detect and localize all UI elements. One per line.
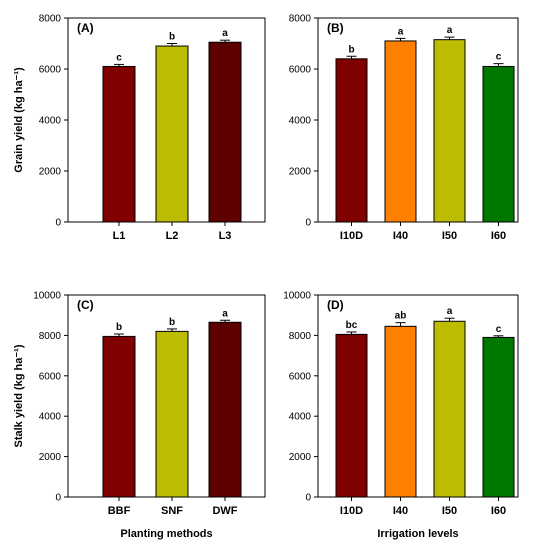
bar-i60: [482, 65, 515, 223]
significance-label: c: [116, 52, 122, 63]
y-tick-label: 6000: [39, 371, 62, 382]
y-axis-label: Stalk yield (kg ha⁻¹): [13, 344, 25, 447]
y-tick-label: 0: [55, 493, 61, 504]
significance-label: b: [169, 32, 175, 43]
panel-label: (B): [327, 21, 344, 35]
bar-l1: [102, 65, 136, 223]
significance-label: a: [222, 308, 228, 319]
bar-dwf: [208, 321, 242, 498]
y-tick-label: 10000: [283, 291, 311, 302]
significance-label: bc: [346, 320, 358, 331]
significance-label: a: [222, 28, 228, 39]
bar-i50: [433, 320, 466, 498]
y-tick-label: 6000: [289, 371, 312, 382]
bar-i10d: [335, 58, 368, 223]
y-axis-label: Grain yield (kg ha⁻¹): [13, 67, 25, 173]
significance-label: b: [169, 317, 175, 328]
significance-label: c: [496, 52, 502, 63]
x-tick-label: L1: [113, 230, 126, 242]
x-tick-label: I50: [442, 230, 457, 242]
x-tick-label: I10D: [340, 230, 363, 242]
panel-2: 0 2000 4000 6000 8000 (B) b I10D a I40 a I50 c I60: [289, 14, 519, 242]
y-tick-label: 0: [305, 218, 311, 229]
bar-l2: [155, 45, 189, 223]
y-tick-label: 4000: [39, 412, 62, 423]
x-tick-label: I50: [442, 505, 457, 517]
bar-i50: [433, 39, 466, 223]
panel-label: (A): [77, 21, 94, 35]
panel-label: (C): [77, 298, 94, 312]
x-tick-label: L2: [166, 230, 179, 242]
significance-label: ab: [395, 311, 407, 322]
x-tick-label: DWF: [212, 505, 237, 517]
x-tick-label: BBF: [108, 505, 131, 517]
y-tick-label: 8000: [289, 331, 312, 342]
y-tick-label: 6000: [289, 65, 312, 76]
y-tick-label: 10000: [33, 291, 61, 302]
x-axis-label: Planting methods: [120, 528, 212, 540]
x-tick-label: I40: [393, 230, 408, 242]
y-tick-label: 4000: [39, 116, 62, 127]
x-tick-label: I60: [491, 505, 506, 517]
y-tick-label: 0: [55, 218, 61, 229]
bar-i10d: [335, 333, 368, 498]
x-tick-label: I40: [393, 505, 408, 517]
x-axis-label: Irrigation levels: [377, 528, 458, 540]
significance-label: c: [496, 324, 502, 335]
x-tick-label: L3: [219, 230, 232, 242]
y-tick-label: 8000: [39, 331, 62, 342]
y-tick-label: 2000: [289, 167, 312, 178]
y-tick-label: 2000: [289, 452, 312, 463]
panel-1: 0 2000 4000 6000 8000 (A) c L1 b L2 a L3 Grain yield…: [13, 14, 266, 242]
bar-l3: [208, 41, 242, 223]
y-tick-label: 2000: [39, 167, 62, 178]
bar-i40: [384, 40, 417, 223]
significance-label: a: [447, 25, 453, 36]
significance-label: b: [348, 44, 354, 55]
panel-4: 0 2000 4000 6000 8000 10000 (D)bc I10D ab I40 a I50…: [283, 291, 519, 540]
panel-label: (D): [327, 298, 344, 312]
y-tick-label: 8000: [289, 14, 312, 25]
significance-label: a: [398, 26, 404, 37]
y-tick-label: 0: [305, 493, 311, 504]
x-tick-label: I60: [491, 230, 506, 242]
y-tick-label: 6000: [39, 65, 62, 76]
y-tick-label: 4000: [289, 412, 312, 423]
bar-i40: [384, 325, 417, 498]
x-tick-label: I10D: [340, 505, 363, 517]
panel-3: 0 2000 4000 6000 8000 10000 (C) b BBF b SNF a DWF Sta…: [13, 291, 266, 540]
plot-frame: [317, 294, 519, 498]
significance-label: b: [116, 322, 122, 333]
bar-i60: [482, 336, 515, 498]
bar-bbf: [102, 335, 136, 498]
x-tick-label: SNF: [161, 505, 183, 517]
y-tick-label: 4000: [289, 116, 312, 127]
bar-snf: [155, 330, 189, 498]
significance-label: a: [447, 306, 453, 317]
y-tick-label: 2000: [39, 452, 62, 463]
y-tick-label: 8000: [39, 14, 62, 25]
